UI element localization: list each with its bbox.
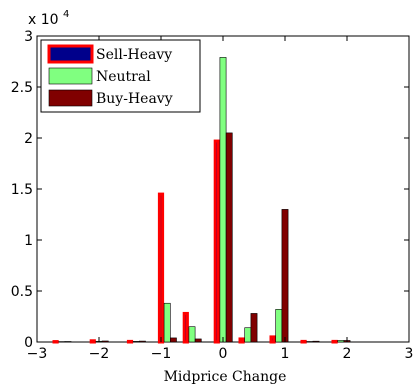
legend-label-buy-heavy: Buy-Heavy <box>96 91 173 107</box>
bar-neutral-6 <box>244 327 252 343</box>
bar-buy-heavy-0 <box>64 341 72 343</box>
x-axis-ticks: −3 −2 −1 0 1 2 3 <box>27 36 414 362</box>
y-axis-ticks: 0 0.5 1 1.5 2 2.5 3 <box>11 29 409 351</box>
bar-sell-heavy-2 <box>126 339 134 344</box>
legend-swatch-neutral <box>48 67 93 85</box>
y-tick-label: 1.5 <box>11 182 33 198</box>
bar-buy-heavy-2 <box>139 340 146 343</box>
bar-neutral-2 <box>132 341 140 343</box>
bar-buy-heavy-3 <box>170 337 177 343</box>
bar-buy-heavy-7 <box>281 209 289 343</box>
bar-sell-heavy-3 <box>157 192 165 344</box>
y-exponent-power: 4 <box>63 9 69 20</box>
bar-sell-heavy-6 <box>238 337 245 344</box>
bar-neutral-5 <box>219 57 227 343</box>
bar-buy-heavy-6 <box>250 313 258 343</box>
x-axis-label: Midprice Change <box>164 369 287 384</box>
bar-neutral-3 <box>163 302 171 343</box>
y-exponent-label: x 10 4 <box>28 9 69 28</box>
y-exponent-base: x 10 <box>28 12 59 28</box>
y-tick-label: 0.5 <box>11 284 33 300</box>
legend-label-sell-heavy: Sell-Heavy <box>96 47 172 63</box>
bar-neutral-4 <box>188 326 196 343</box>
bar-sell-heavy-7 <box>269 335 276 344</box>
y-tick-label: 2 <box>24 131 33 147</box>
x-tick-label: 1 <box>281 346 290 362</box>
bar-sell-heavy-4 <box>182 311 189 344</box>
legend-swatch-buy-heavy <box>48 89 93 107</box>
x-tick-label: −1 <box>151 346 172 362</box>
y-tick-label: 3 <box>24 29 33 45</box>
bar-buy-heavy-4 <box>194 338 202 343</box>
bar-sell-heavy-8 <box>300 339 307 344</box>
bar-neutral-9 <box>337 340 345 343</box>
bar-neutral-8 <box>306 341 314 343</box>
y-tick-label: 2.5 <box>11 80 33 96</box>
bar-buy-heavy-8 <box>312 340 320 343</box>
bar-sell-heavy-1 <box>89 339 96 344</box>
legend-label-neutral: Neutral <box>96 69 151 85</box>
legend-swatch-sell-heavy <box>47 44 94 64</box>
bar-neutral-7 <box>275 309 283 343</box>
legend: Sell-Heavy Neutral Buy-Heavy <box>40 39 201 113</box>
bar-sell-heavy-5 <box>213 139 220 344</box>
x-tick-label: 0 <box>219 346 228 362</box>
bar-sell-heavy-9 <box>331 339 338 344</box>
y-tick-label: 0 <box>24 335 33 351</box>
x-tick-label: 2 <box>343 346 352 362</box>
bar-buy-heavy-1 <box>101 340 109 343</box>
x-tick-label: 3 <box>405 346 414 362</box>
x-tick-label: −3 <box>27 346 48 362</box>
y-tick-label: 1 <box>24 233 33 249</box>
x-tick-label: −2 <box>89 346 110 362</box>
bar-buy-heavy-5 <box>225 132 233 343</box>
